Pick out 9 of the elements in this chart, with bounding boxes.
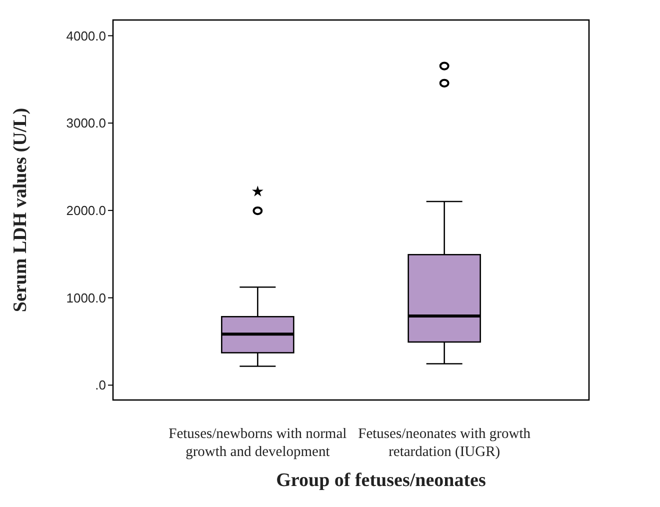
y-tick-label: 3000.0 — [66, 116, 106, 131]
x-tick-label: Fetuses/neonates with growth retardation (IUGR) — [358, 426, 532, 460]
x-tick-label: Fetuses/newborns with normal growth and development — [168, 426, 347, 460]
y-tick-label: 1000.0 — [66, 290, 106, 306]
y-tick-label: 2000.0 — [66, 202, 106, 218]
y-axis-title: Serum LDH values (U/L) — [10, 108, 31, 312]
x-axis-title: Group of fetuses/neonates — [276, 470, 486, 491]
y-tick-label: 4000.0 — [66, 28, 106, 44]
y-tick-label: .0 — [95, 378, 106, 393]
